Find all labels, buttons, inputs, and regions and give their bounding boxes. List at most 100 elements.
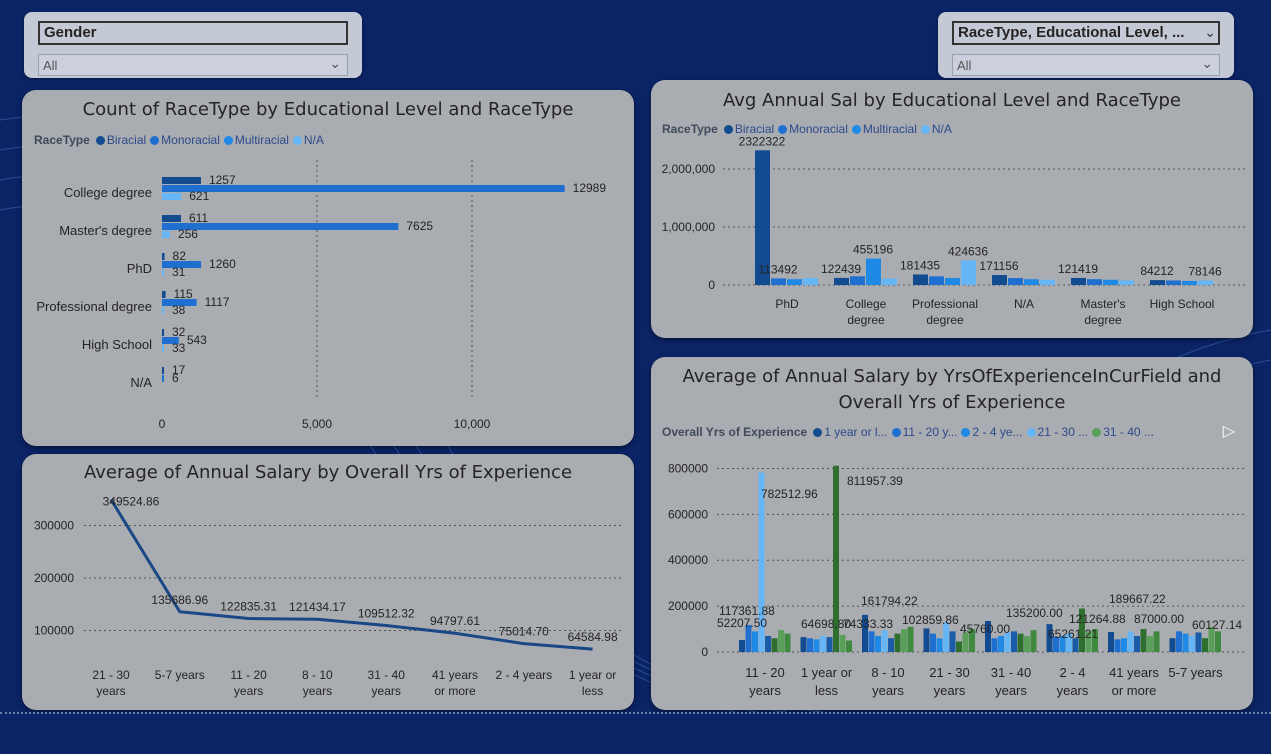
bar <box>1092 629 1098 652</box>
category-label: 11 - 20 <box>745 665 785 680</box>
y-tick-label: 100000 <box>34 624 74 638</box>
legend-dot-icon <box>723 124 733 134</box>
bar <box>1215 631 1221 652</box>
category-label: N/A <box>130 375 152 390</box>
data-label: 82 <box>173 249 187 263</box>
bar <box>826 637 833 652</box>
data-label: 121264.88 <box>1069 612 1126 626</box>
data-label: 87000.00 <box>1134 612 1184 626</box>
bar <box>162 329 164 336</box>
race-slicer-header[interactable]: RaceType, Educational Level, ... <box>952 21 1220 45</box>
bar <box>1053 637 1059 652</box>
category-label: less <box>582 684 603 698</box>
data-label: 455196 <box>853 243 893 257</box>
bar <box>1127 631 1134 652</box>
data-label: 611 <box>189 211 208 225</box>
bar <box>1176 631 1182 652</box>
bar <box>162 291 166 298</box>
data-label: 94797.61 <box>430 614 480 628</box>
y-tick-label: 200000 <box>34 571 74 585</box>
bar <box>800 637 807 652</box>
data-label: 60127.14 <box>1192 618 1242 632</box>
chart-svg: 800000 600000 400000 200000 0 11 - 20 years 1 y… <box>668 461 1246 698</box>
data-label: 782512.96 <box>761 487 818 501</box>
chevron-down-icon[interactable]: ⌄ <box>1204 24 1216 40</box>
bar <box>1108 632 1114 652</box>
legend-entry: Biracial <box>734 122 775 136</box>
bar <box>755 150 770 285</box>
gender-slicer[interactable]: Gender All ⌄ <box>24 12 362 78</box>
legend-dot-icon <box>223 135 233 145</box>
bar <box>868 631 875 652</box>
data-label: 75014.70 <box>499 625 549 639</box>
legend-title: Overall Yrs of Experience <box>662 425 808 439</box>
category-label: 5-7 years <box>155 668 205 682</box>
data-label: 64698.80 <box>801 617 851 631</box>
data-label: 161794.22 <box>861 594 918 608</box>
bar <box>1195 632 1202 652</box>
data-label: 6 <box>172 371 179 385</box>
bar <box>787 279 802 285</box>
category-label: N/A <box>1014 297 1034 311</box>
data-label: 45760.00 <box>960 622 1010 636</box>
bar <box>961 260 976 285</box>
bar <box>162 375 164 382</box>
bar <box>807 638 813 652</box>
bar <box>1134 635 1140 652</box>
legend-dot-icon <box>1026 427 1036 437</box>
bar <box>834 277 849 285</box>
data-label: 135686.96 <box>151 593 208 607</box>
bar <box>803 278 818 285</box>
data-label: 78146 <box>1188 264 1222 278</box>
category-label: degree <box>926 313 964 327</box>
legend-title: RaceType <box>662 122 718 136</box>
category-label: years <box>1057 683 1089 698</box>
category-label: 1 year or <box>569 668 616 682</box>
legend-next-arrow-icon[interactable]: ▷ <box>1222 423 1235 440</box>
bar <box>758 472 765 652</box>
bar <box>945 278 960 285</box>
category-label: 1 year or <box>801 665 853 680</box>
category-label: degree <box>847 313 885 327</box>
legend-dot-icon <box>95 135 105 145</box>
bar <box>992 275 1007 285</box>
race-slicer[interactable]: RaceType, Educational Level, ... ⌄ All ⌄ <box>938 12 1234 78</box>
bar <box>784 633 791 652</box>
bar <box>778 630 784 652</box>
bar <box>820 635 826 652</box>
data-label: 1117 <box>205 295 230 309</box>
count-racetype-chart[interactable]: Count of RaceType by Educational Level a… <box>22 90 634 446</box>
category-label: High School <box>1150 297 1215 311</box>
data-label: 7625 <box>406 219 433 233</box>
category-label: years <box>749 683 781 698</box>
avg-salary-edu-chart[interactable]: Avg Annual Sal by Educational Level and … <box>651 80 1253 338</box>
y-tick-label: 0 <box>701 645 708 659</box>
x-tick-label: 5,000 <box>302 417 332 431</box>
gender-dropdown[interactable]: All ⌄ <box>38 54 348 76</box>
data-label: 33 <box>172 341 186 355</box>
category-label: 31 - 40 <box>991 665 1031 680</box>
avg-salary-curfield-chart[interactable]: Average of Annual Salary by YrsOfExperie… <box>651 357 1253 710</box>
bar <box>888 638 894 652</box>
bar <box>1004 632 1011 652</box>
data-label: 38 <box>172 303 186 317</box>
avg-salary-exp-chart[interactable]: Average of Annual Salary by Overall Yrs … <box>22 454 634 710</box>
bar <box>162 193 182 200</box>
bar <box>839 634 846 652</box>
bar <box>833 465 839 652</box>
category-label: PhD <box>127 261 152 276</box>
data-label: 121419 <box>1058 262 1098 276</box>
bar <box>923 628 930 652</box>
bar <box>771 278 786 285</box>
bar <box>765 635 771 652</box>
data-label: 74333.33 <box>843 617 893 631</box>
y-tick-label: 200000 <box>668 599 708 613</box>
category-label: 11 - 20 <box>230 668 267 682</box>
legend-entry: 1 year or l... <box>824 425 888 439</box>
race-dropdown[interactable]: All ⌄ <box>952 54 1220 76</box>
category-label: or more <box>434 684 476 698</box>
legend-dot-icon <box>813 427 823 437</box>
bar <box>162 185 565 192</box>
data-label: 121434.17 <box>289 600 346 614</box>
bar <box>1087 279 1102 285</box>
